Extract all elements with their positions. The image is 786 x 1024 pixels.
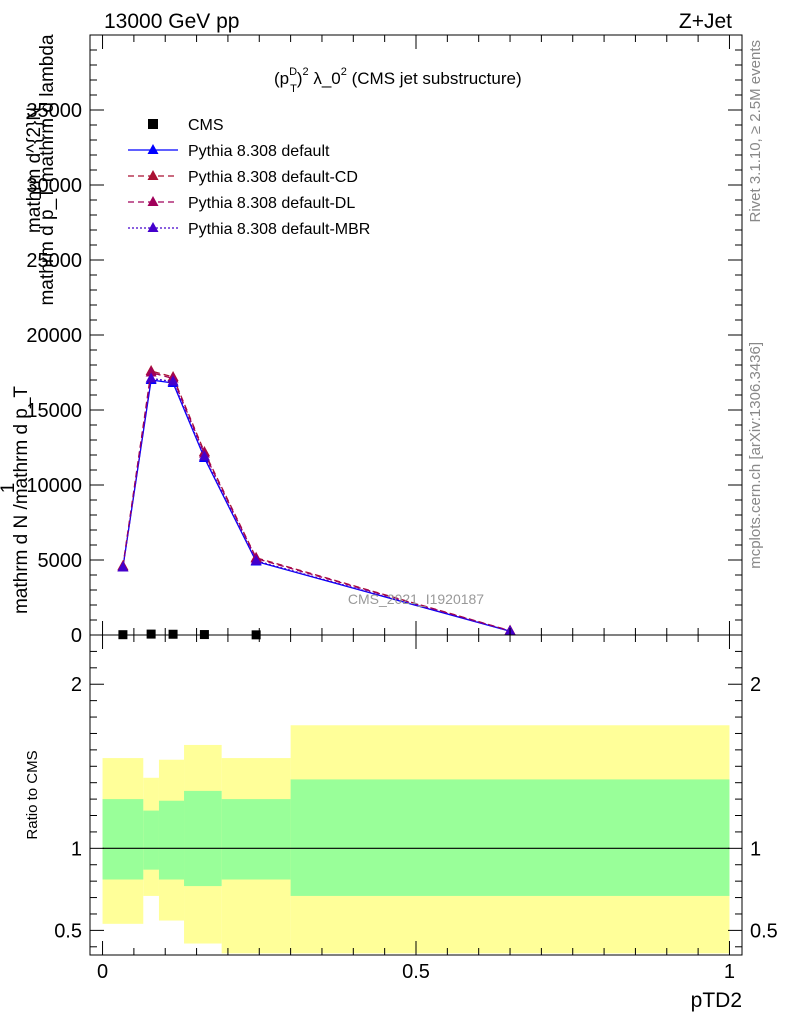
ratio-y-tick-label-right: 1	[750, 838, 761, 860]
upper-axes: 0 5000 10000 15000 20000 25000 30000 35000	[26, 34, 743, 647]
y-tick-label: 0	[71, 625, 82, 647]
legend-label: Pythia 8.308 default	[188, 143, 330, 160]
legend-marker	[147, 222, 159, 232]
inner-band	[184, 790, 222, 887]
upper-series-layer	[117, 365, 516, 640]
legend-marker	[147, 196, 159, 206]
ratio-y-tick-label-right: 2	[750, 674, 761, 696]
y-tick-label: 25000	[26, 250, 82, 272]
legend-marker	[148, 119, 158, 129]
data-point-square	[146, 629, 156, 639]
legend-label: Pythia 8.308 default-DL	[188, 195, 355, 212]
y-label-line: mathrm d N /mathrm d p_T	[11, 386, 32, 614]
process-label: Z+Jet	[679, 10, 732, 33]
y-tick-label: 30000	[26, 175, 82, 197]
y-tick-label: 20000	[26, 325, 82, 347]
inner-band	[102, 799, 144, 880]
analysis-watermark: CMS_2021_I1920187	[348, 591, 484, 607]
y-label-line: mathrm d^{2}N	[24, 107, 45, 233]
y-label-line: mathrm d p_T mathrm d lambda	[37, 34, 58, 305]
legend-marker	[147, 144, 159, 154]
data-point-triangle	[145, 366, 157, 377]
y-label-line: 1	[0, 483, 19, 494]
inner-band	[158, 800, 185, 880]
legend-label: CMS	[188, 117, 224, 134]
legend-label: Pythia 8.308 default-MBR	[188, 221, 370, 238]
lower-axes: 0.5 0.5 1 1 2 2 0 0.5 1	[54, 634, 778, 983]
data-point-triangle	[167, 375, 179, 386]
ratio-bands	[102, 725, 730, 954]
series-line	[122, 371, 511, 632]
data-point-triangle	[145, 372, 157, 383]
data-point-triangle	[198, 450, 210, 461]
data-point-triangle	[117, 561, 129, 572]
plot-title: (pD T)2 λ_02 (CMS jet substructure)	[274, 66, 522, 95]
ratio-y-tick-label: 1	[71, 838, 82, 860]
mcplots-label: mcplots.cern.ch [arXiv:1306.3436]	[747, 342, 764, 569]
series-line	[122, 377, 511, 632]
ratio-y-axis-label: Ratio to CMS	[24, 750, 41, 839]
ratio-y-tick-label: 2	[71, 674, 82, 696]
ratio-y-tick-label: 0.5	[54, 920, 82, 942]
y-tick-label: 15000	[26, 400, 82, 422]
data-point-square	[168, 629, 178, 639]
legend-marker	[147, 170, 159, 180]
series-line	[122, 379, 511, 632]
x-tick-label: 0	[97, 961, 108, 983]
legend-label: Pythia 8.308 default-CD	[188, 169, 358, 186]
ratio-y-tick-label-right: 0.5	[750, 920, 778, 942]
x-tick-label: 1	[724, 961, 735, 983]
inner-band	[221, 799, 291, 880]
x-tick-label: 0.5	[402, 961, 430, 983]
x-axis-label: pTD2	[691, 989, 742, 1012]
legend: CMS Pythia 8.308 default Pythia 8.308 defa…	[128, 117, 370, 238]
inner-band	[143, 810, 159, 870]
collision-label: 13000 GeV pp	[104, 10, 239, 33]
y-tick-label: 5000	[38, 550, 83, 572]
data-point-triangle	[250, 554, 262, 565]
y-tick-label: 35000	[26, 100, 82, 122]
rivet-version-label: Rivet 3.1.10, ≥ 2.5M events	[747, 40, 764, 223]
y-tick-label: 10000	[26, 475, 82, 497]
inner-band	[290, 779, 730, 896]
